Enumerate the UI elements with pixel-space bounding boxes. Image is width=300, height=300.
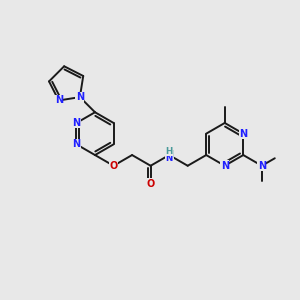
Text: O: O — [146, 179, 155, 189]
Text: N: N — [72, 118, 80, 128]
Text: N: N — [258, 161, 266, 171]
Text: H: H — [166, 147, 173, 156]
Text: N: N — [72, 140, 80, 149]
Text: N: N — [76, 92, 84, 102]
Text: N: N — [166, 154, 173, 164]
Text: H: H — [165, 150, 173, 160]
Text: N: N — [55, 95, 63, 106]
Text: O: O — [110, 161, 118, 171]
Text: N: N — [239, 129, 247, 139]
Text: N: N — [221, 161, 229, 171]
